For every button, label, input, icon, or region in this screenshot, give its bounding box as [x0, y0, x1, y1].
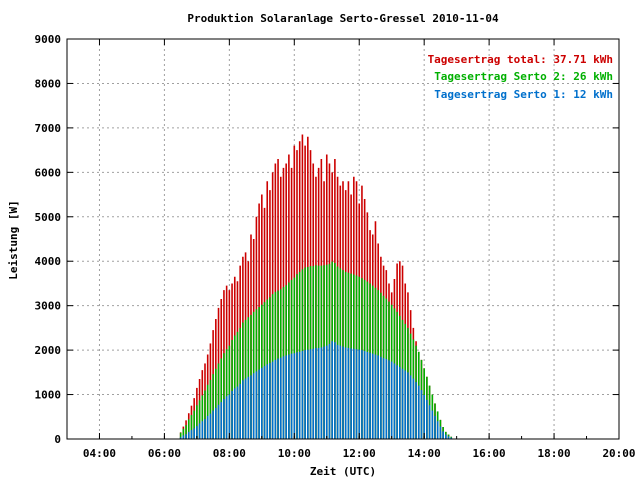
y-axis: 0 1000 2000 3000 4000 5000 6000 7000 8000 9000	[35, 33, 619, 446]
x-axis: 04:00 06:00 08:00 10:00 12:00 14:00 16:00 18:00…	[66, 39, 636, 460]
y-tick-label: 2000	[35, 344, 62, 357]
chart-title: Produktion Solaranlage Serto-Gressel 201…	[187, 12, 499, 25]
plot-frame	[66, 38, 620, 440]
y-tick-label: 4000	[35, 255, 62, 268]
x-tick-label: 14:00	[408, 447, 441, 460]
x-axis-label: Zeit (UTC)	[310, 465, 376, 478]
y-tick-label: 7000	[35, 122, 62, 135]
y-tick-label: 1000	[35, 389, 62, 402]
x-tick-label: 08:00	[213, 447, 246, 460]
legend: Tagesertrag total: 37.71 kWh Tagesertrag…	[428, 53, 613, 101]
y-tick-label: 5000	[35, 211, 62, 224]
x-tick-label: 04:00	[83, 447, 116, 460]
y-tick-label: 3000	[35, 300, 62, 313]
x-tick-label: 20:00	[602, 447, 635, 460]
x-tick-label: 16:00	[473, 447, 506, 460]
x-tick-label: 18:00	[537, 447, 570, 460]
y-axis-label: Leistung [W]	[7, 200, 20, 279]
legend-entry-serto-1: Tagesertrag Serto 1: 12 kWh	[434, 88, 613, 101]
x-tick-label: 10:00	[278, 447, 311, 460]
x-tick-label: 12:00	[343, 447, 376, 460]
y-tick-label: 8000	[35, 77, 62, 90]
y-tick-label: 0	[54, 433, 61, 446]
y-tick-label: 9000	[35, 33, 62, 46]
legend-entry-total: Tagesertrag total: 37.71 kWh	[428, 53, 613, 66]
bars	[179, 134, 453, 439]
y-tick-label: 6000	[35, 166, 62, 179]
x-tick-label: 06:00	[148, 447, 181, 460]
legend-entry-serto-2: Tagesertrag Serto 2: 26 kWh	[434, 70, 613, 83]
